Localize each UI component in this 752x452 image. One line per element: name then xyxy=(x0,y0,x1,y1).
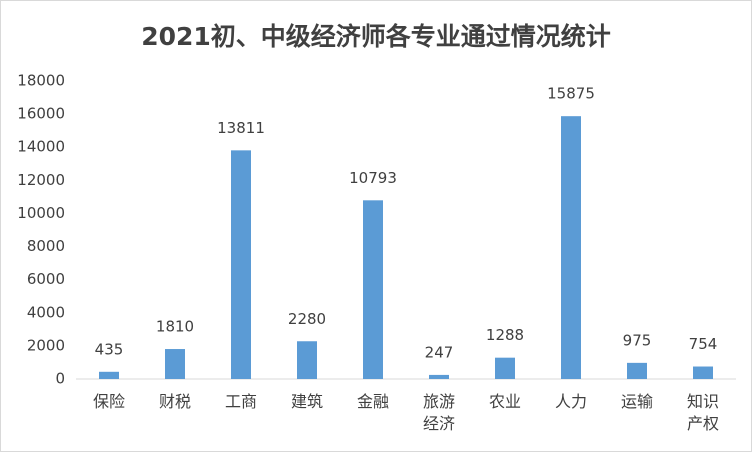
bar xyxy=(429,374,449,379)
x-tick-label: 知识产权 xyxy=(686,392,719,433)
y-tick-label: 6000 xyxy=(27,270,65,288)
data-label: 975 xyxy=(623,331,652,349)
bar xyxy=(297,341,317,379)
x-tick-label: 工商 xyxy=(224,392,257,411)
bar xyxy=(99,371,119,379)
y-tick-label: 4000 xyxy=(27,303,65,321)
data-label: 1288 xyxy=(486,326,524,344)
data-label: 2280 xyxy=(288,310,326,328)
bar xyxy=(561,116,581,380)
bar xyxy=(231,150,251,379)
data-label: 1810 xyxy=(156,318,194,336)
y-tick-label: 0 xyxy=(55,370,65,388)
chart-title: 2021初、中级经济师各专业通过情况统计 xyxy=(141,22,611,51)
bar xyxy=(363,200,383,379)
bar xyxy=(627,362,647,379)
bar xyxy=(495,357,515,379)
y-tick-label: 8000 xyxy=(27,237,65,255)
x-tick-label: 农业 xyxy=(488,392,521,411)
y-tick-label: 10000 xyxy=(17,204,65,222)
data-label: 247 xyxy=(425,343,454,361)
x-tick-label: 运输 xyxy=(620,392,653,411)
x-tick-label: 财税 xyxy=(158,392,191,411)
data-label: 13811 xyxy=(217,119,265,137)
data-label: 15875 xyxy=(547,85,595,103)
y-tick-label: 18000 xyxy=(17,72,65,90)
y-tick-label: 14000 xyxy=(17,138,65,156)
x-tick-label: 保险 xyxy=(92,392,125,411)
data-label: 10793 xyxy=(349,169,397,187)
y-tick-label: 12000 xyxy=(17,171,65,189)
x-tick-label: 建筑 xyxy=(290,392,323,411)
bar xyxy=(693,366,713,379)
bar xyxy=(165,349,185,379)
data-label: 754 xyxy=(689,335,718,353)
x-tick-label: 旅游经济 xyxy=(422,392,455,433)
data-label: 435 xyxy=(95,340,124,358)
y-tick-label: 2000 xyxy=(27,336,65,354)
y-tick-label: 16000 xyxy=(17,105,65,123)
x-tick-label: 人力 xyxy=(554,392,587,411)
x-tick-label: 金融 xyxy=(356,392,389,411)
